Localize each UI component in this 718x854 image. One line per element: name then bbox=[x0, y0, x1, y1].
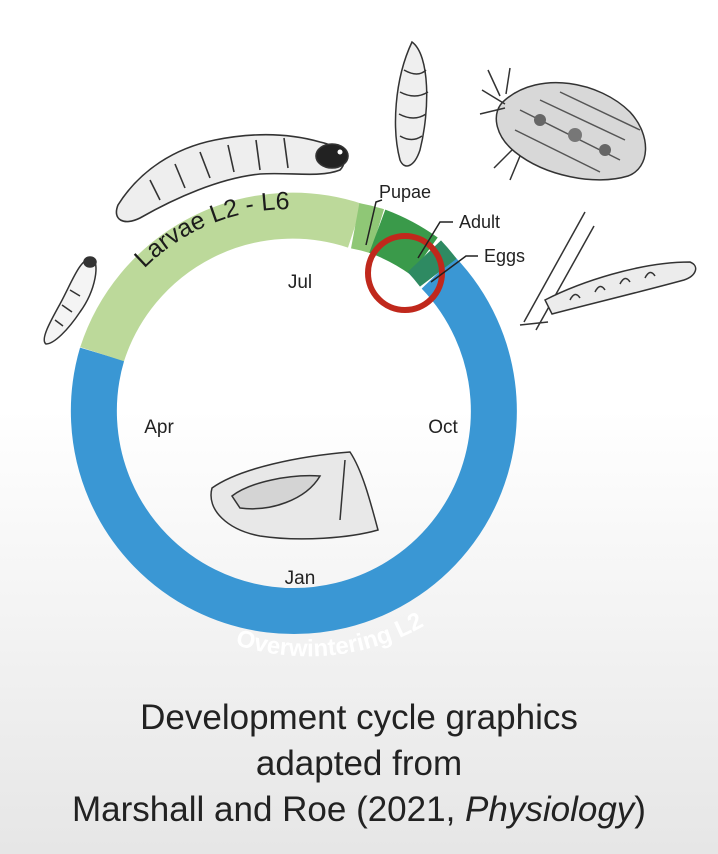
ring-segment-pupae bbox=[350, 203, 385, 254]
caption-line-1: Development cycle graphics bbox=[140, 698, 578, 737]
caption-citation-prefix: Marshall and Roe (2021, bbox=[72, 790, 466, 829]
caption-line-2: adapted from bbox=[255, 744, 463, 783]
caption-citation-suffix: ) bbox=[634, 790, 646, 829]
ring-segment-eggs bbox=[407, 240, 457, 287]
overwintering-larva-illustration bbox=[210, 451, 379, 540]
caption-journal-name: Physiology bbox=[465, 790, 635, 829]
month-oct: Oct bbox=[428, 417, 458, 438]
month-jan: Jan bbox=[285, 568, 316, 589]
small-larva-illustration bbox=[43, 256, 97, 345]
month-apr: Apr bbox=[144, 417, 174, 438]
pupae-callout: Pupae bbox=[379, 182, 431, 202]
eggs-leader-line bbox=[430, 255, 478, 283]
ring-segment-larvae bbox=[80, 192, 363, 362]
life-cycle-diagram: Larvae L2 - L6 Overwintering L2 Jul Oct … bbox=[43, 40, 697, 635]
month-jul: Jul bbox=[288, 272, 312, 293]
pupae-leader-line bbox=[365, 199, 383, 246]
adult-leader-line bbox=[417, 221, 453, 259]
eggs-callout: Eggs bbox=[484, 246, 525, 266]
adult-callout: Adult bbox=[459, 212, 500, 232]
eggs-on-stem-illustration bbox=[519, 211, 697, 331]
caption-line-3: Marshall and Roe (2021, Physiology) bbox=[0, 792, 718, 827]
adult-moth-illustration bbox=[479, 67, 647, 181]
pupa-illustration bbox=[394, 40, 429, 167]
large-larva-illustration bbox=[115, 133, 349, 223]
ring-segment-adult bbox=[368, 209, 438, 276]
ring-segment-overwintering bbox=[70, 256, 517, 635]
